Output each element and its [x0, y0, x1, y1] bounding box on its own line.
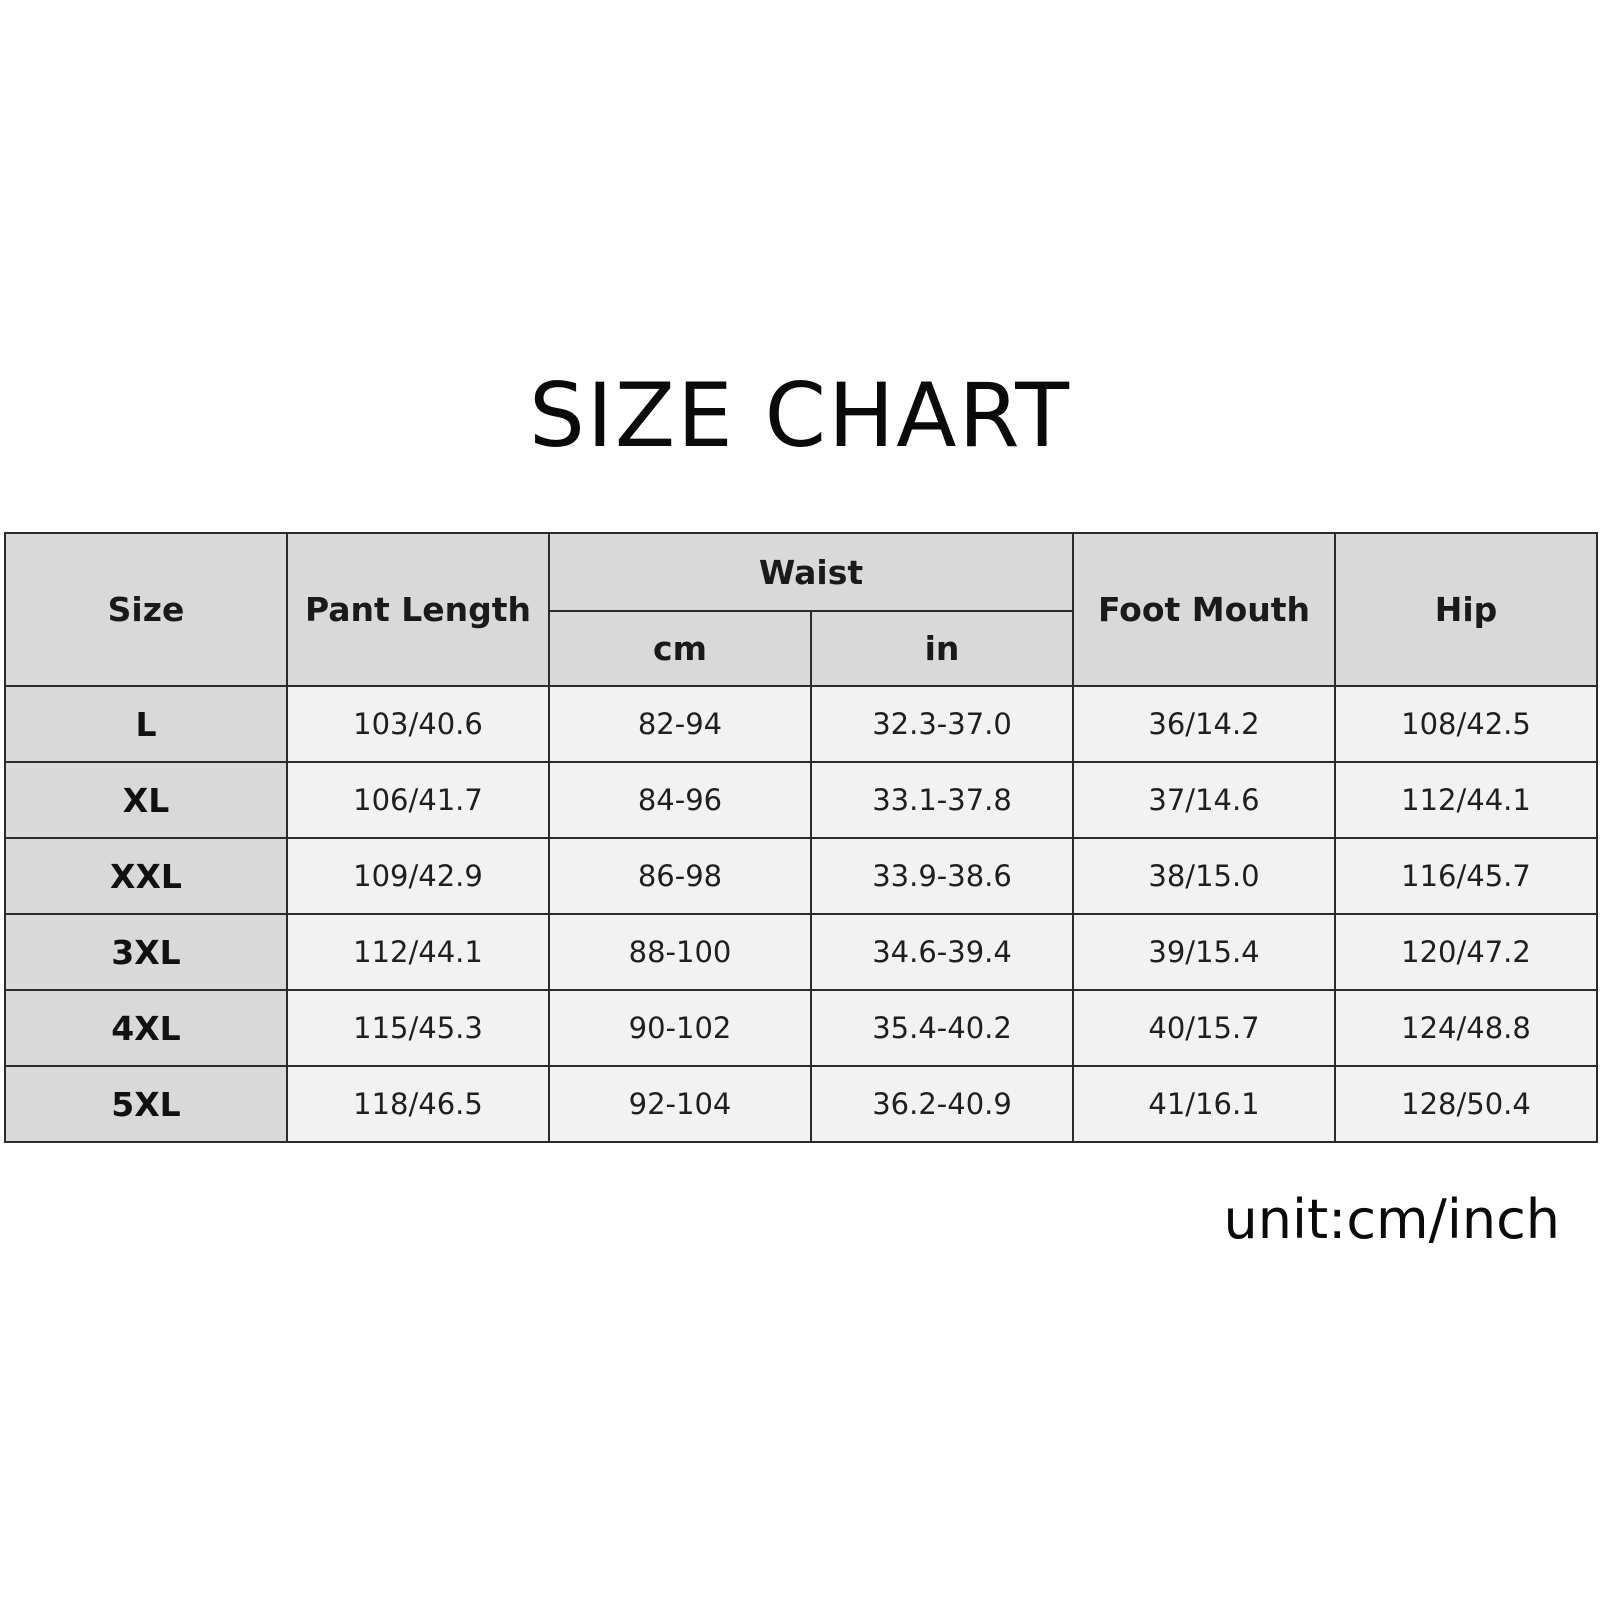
waist-in-cell: 34.6-39.4 — [809, 913, 1075, 991]
header-hip: Hip — [1334, 532, 1599, 687]
waist-cm-cell: 92-104 — [548, 1065, 812, 1143]
pant-length-cell: 106/41.7 — [286, 761, 550, 839]
pant-length-cell: 103/40.6 — [286, 685, 550, 763]
header-waist-cm: cm — [548, 610, 812, 687]
waist-in-cell: 35.4-40.2 — [809, 989, 1075, 1067]
hip-cell: 124/48.8 — [1334, 989, 1599, 1067]
size-cell: 3XL — [4, 913, 288, 991]
table-row: 5XL 118/46.5 92-104 36.2-40.9 41/16.1 12… — [4, 1065, 1599, 1143]
header-size: Size — [4, 532, 288, 687]
size-cell: XL — [4, 761, 288, 839]
size-cell: 4XL — [4, 989, 288, 1067]
pant-length-cell: 118/46.5 — [286, 1065, 550, 1143]
header-foot-mouth: Foot Mouth — [1072, 532, 1337, 687]
unit-note: unit:cm/inch — [1223, 1188, 1560, 1251]
header-subrow: cm in — [5, 610, 1597, 687]
table-body: L 103/40.6 82-94 32.3-37.0 36/14.2 108/4… — [4, 685, 1599, 1143]
waist-cm-cell: 88-100 — [548, 913, 812, 991]
header-pant-length: Pant Length — [286, 532, 550, 687]
size-chart-table: Size Pant Length Waist Foot Mouth Hip cm… — [4, 532, 1599, 1143]
table-row: XXL 109/42.9 86-98 33.9-38.6 38/15.0 116… — [4, 837, 1599, 915]
foot-mouth-cell: 38/15.0 — [1072, 837, 1337, 915]
table-row: 3XL 112/44.1 88-100 34.6-39.4 39/15.4 12… — [4, 913, 1599, 991]
header-row: Size Pant Length Waist Foot Mouth Hip — [4, 532, 1599, 687]
page-title: SIZE CHART — [529, 364, 1071, 467]
pant-length-cell: 112/44.1 — [286, 913, 550, 991]
size-cell: L — [4, 685, 288, 763]
foot-mouth-cell: 39/15.4 — [1072, 913, 1337, 991]
waist-in-cell: 32.3-37.0 — [809, 685, 1075, 763]
waist-cm-cell: 84-96 — [548, 761, 812, 839]
hip-cell: 108/42.5 — [1334, 685, 1599, 763]
foot-mouth-cell: 36/14.2 — [1072, 685, 1337, 763]
waist-in-cell: 36.2-40.9 — [809, 1065, 1075, 1143]
table-header: Size Pant Length Waist Foot Mouth Hip cm… — [4, 532, 1599, 687]
hip-cell: 116/45.7 — [1334, 837, 1599, 915]
header-waist-in: in — [809, 610, 1075, 687]
waist-in-cell: 33.1-37.8 — [809, 761, 1075, 839]
waist-cm-cell: 90-102 — [548, 989, 812, 1067]
pant-length-cell: 109/42.9 — [286, 837, 550, 915]
pant-length-cell: 115/45.3 — [286, 989, 550, 1067]
waist-in-cell: 33.9-38.6 — [809, 837, 1075, 915]
hip-cell: 128/50.4 — [1334, 1065, 1599, 1143]
table-row: L 103/40.6 82-94 32.3-37.0 36/14.2 108/4… — [4, 685, 1599, 763]
foot-mouth-cell: 40/15.7 — [1072, 989, 1337, 1067]
hip-cell: 120/47.2 — [1334, 913, 1599, 991]
hip-cell: 112/44.1 — [1334, 761, 1599, 839]
header-waist: Waist — [547, 532, 1075, 612]
waist-cm-cell: 86-98 — [548, 837, 812, 915]
foot-mouth-cell: 37/14.6 — [1072, 761, 1337, 839]
table-row: 4XL 115/45.3 90-102 35.4-40.2 40/15.7 12… — [4, 989, 1599, 1067]
waist-cm-cell: 82-94 — [548, 685, 812, 763]
size-cell: 5XL — [4, 1065, 288, 1143]
foot-mouth-cell: 41/16.1 — [1072, 1065, 1337, 1143]
size-cell: XXL — [4, 837, 288, 915]
table-row: XL 106/41.7 84-96 33.1-37.8 37/14.6 112/… — [4, 761, 1599, 839]
